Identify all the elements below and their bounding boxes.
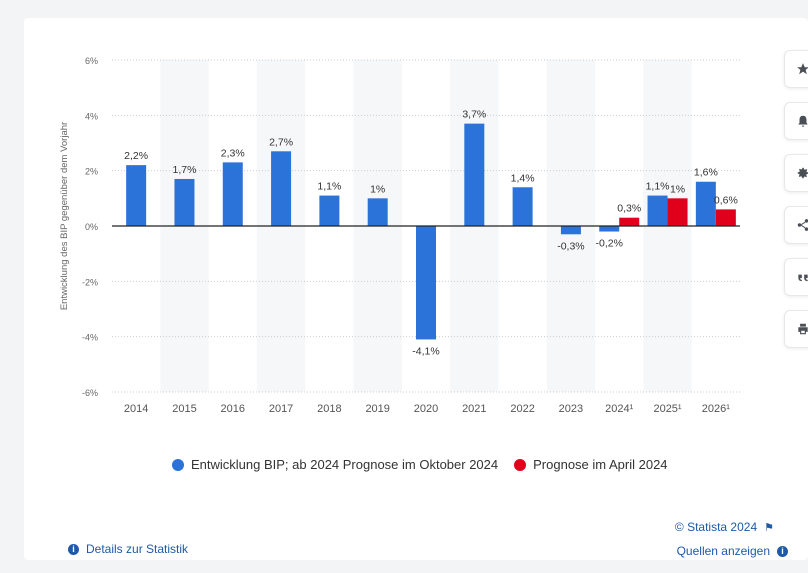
- bar-chart: 6% 4% 2% 0% -2% -4% -6% Entwicklung des BIP geg…: [59, 56, 740, 415]
- data-label-primary: 1,6%: [694, 167, 718, 179]
- bar-primary[interactable]: [599, 226, 620, 232]
- data-label-primary: 1%: [370, 183, 385, 195]
- x-tick-label: 2021: [462, 403, 486, 415]
- bell-icon: [798, 115, 808, 127]
- y-tick-label: 0%: [85, 222, 98, 232]
- data-label-primary: 1,4%: [511, 172, 535, 184]
- credit-text: © Statista 2024: [674, 520, 758, 534]
- x-tick-label: 2023: [559, 403, 583, 415]
- flag-icon: ⚑: [764, 521, 774, 534]
- bar-primary[interactable]: [367, 198, 388, 226]
- chart-legend: Entwicklung BIP; ab 2024 Prognose im Okt…: [172, 457, 684, 472]
- data-label-primary: 2,3%: [221, 147, 245, 159]
- y-tick-label: 2%: [85, 167, 98, 177]
- y-tick-label: 6%: [85, 56, 98, 66]
- bar-primary[interactable]: [647, 195, 668, 226]
- gear-icon: [797, 167, 808, 179]
- legend-dot-secondary: [514, 458, 527, 471]
- sources-label: Quellen anzeigen: [676, 544, 770, 558]
- y-tick-label: 4%: [85, 111, 98, 121]
- x-tick-label: 2016: [221, 403, 245, 415]
- bar-primary[interactable]: [560, 226, 581, 235]
- data-label-secondary: 0,3%: [617, 203, 641, 215]
- legend-label-primary: Entwicklung BIP; ab 2024 Prognose im Okt…: [191, 457, 499, 472]
- info-icon: i: [777, 545, 788, 557]
- print-icon: [798, 323, 808, 335]
- statista-credit[interactable]: © Statista 2024 ⚑: [675, 520, 774, 534]
- x-tick-label: 2019: [365, 403, 389, 415]
- bar-primary[interactable]: [174, 178, 195, 226]
- legend-label-secondary: Prognose im April 2024: [533, 457, 668, 472]
- bar-secondary[interactable]: [667, 198, 688, 226]
- data-label-primary: 2,7%: [269, 136, 293, 148]
- data-label-primary: -4,1%: [412, 345, 439, 357]
- share-icon: [797, 219, 808, 231]
- x-tick-label: 2014: [124, 403, 148, 415]
- x-tick-label: 2017: [269, 403, 293, 415]
- data-label-secondary: 0,6%: [714, 194, 738, 206]
- bar-secondary[interactable]: [715, 209, 736, 226]
- legend-item-secondary[interactable]: Prognose im April 2024: [514, 457, 668, 472]
- data-label-primary: -0,3%: [557, 240, 584, 252]
- print-button[interactable]: [784, 310, 808, 348]
- x-tick-label: 2015: [172, 403, 196, 415]
- bar-primary[interactable]: [512, 187, 533, 226]
- side-toolbar: [784, 50, 808, 362]
- data-label-secondary: 1%: [670, 183, 685, 195]
- y-tick-label: -2%: [82, 277, 98, 287]
- bar-primary[interactable]: [416, 226, 436, 340]
- star-icon: [797, 63, 808, 75]
- bar-primary[interactable]: [695, 181, 716, 226]
- bar-primary[interactable]: [464, 123, 485, 226]
- x-tick-label: 2025¹: [653, 403, 681, 415]
- x-tick-label: 2020: [414, 403, 438, 415]
- show-sources-link[interactable]: Quellen anzeigen i: [677, 544, 788, 558]
- bar-secondary[interactable]: [619, 217, 640, 226]
- notification-button[interactable]: [784, 102, 808, 140]
- bar-primary[interactable]: [319, 195, 340, 226]
- legend-item-primary[interactable]: Entwicklung BIP; ab 2024 Prognose im Okt…: [172, 457, 498, 472]
- data-label-primary: 3,7%: [462, 109, 486, 121]
- share-button[interactable]: [784, 206, 808, 244]
- y-tick-label: -4%: [82, 333, 98, 343]
- data-label-primary: 1,1%: [317, 181, 341, 193]
- legend-dot-primary: [172, 458, 184, 471]
- y-tick-label: -6%: [82, 388, 98, 398]
- x-tick-label: 2026¹: [702, 403, 730, 415]
- data-label-primary: -0,2%: [596, 238, 623, 250]
- info-icon: i: [68, 543, 79, 555]
- data-label-primary: 2,2%: [124, 150, 148, 162]
- chart-card: 6% 4% 2% 0% -2% -4% -6% Entwicklung des BIP geg…: [24, 18, 808, 560]
- settings-button[interactable]: [784, 154, 808, 192]
- x-tick-label: 2022: [510, 403, 534, 415]
- data-label-primary: 1,7%: [172, 164, 196, 176]
- statistic-details-link[interactable]: i Details zur Statistik: [68, 542, 188, 556]
- favorite-button[interactable]: [784, 50, 808, 88]
- x-tick-label: 2018: [317, 403, 341, 415]
- cite-button[interactable]: [784, 258, 808, 296]
- y-axis-label: Entwicklung des BIP gegenüber dem Vorjah…: [59, 122, 70, 310]
- quote-icon: [798, 274, 808, 282]
- details-label: Details zur Statistik: [86, 542, 189, 556]
- data-label-primary: 1,1%: [646, 181, 670, 193]
- bar-primary[interactable]: [222, 162, 243, 226]
- bar-primary[interactable]: [126, 165, 147, 226]
- x-tick-label: 2024¹: [605, 403, 633, 415]
- bar-primary[interactable]: [271, 151, 292, 226]
